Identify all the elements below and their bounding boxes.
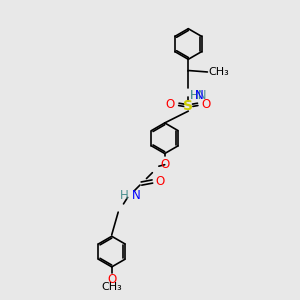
Text: O: O	[166, 98, 175, 111]
Text: H: H	[190, 89, 199, 102]
Text: H: H	[120, 188, 129, 202]
Text: O: O	[107, 273, 116, 286]
Text: O: O	[155, 175, 164, 188]
Text: S: S	[183, 99, 193, 113]
Text: O: O	[160, 158, 169, 171]
Text: N: N	[194, 89, 203, 102]
Text: CH₃: CH₃	[101, 282, 122, 292]
Text: HN: HN	[190, 89, 207, 102]
Text: CH₃: CH₃	[208, 67, 229, 77]
Text: O: O	[202, 98, 211, 111]
Text: N: N	[132, 188, 141, 202]
